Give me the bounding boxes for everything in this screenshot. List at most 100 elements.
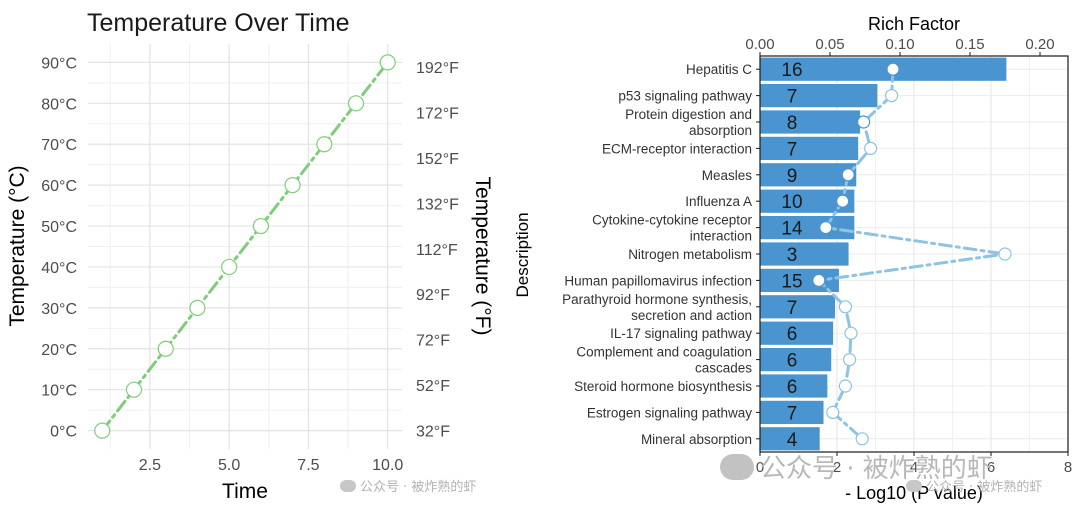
category-label: IL-17 signaling pathway bbox=[610, 326, 752, 341]
y2-tick-label: 132°F bbox=[416, 196, 459, 213]
y2-tick-label: 72°F bbox=[416, 333, 450, 350]
bar-count-label: 14 bbox=[781, 219, 803, 240]
bar bbox=[760, 242, 849, 266]
y2-tick-label: 192°F bbox=[416, 60, 459, 77]
rich-factor-point bbox=[844, 326, 858, 340]
category-label: Influenza A bbox=[685, 194, 752, 209]
x2-tick-label: 0.20 bbox=[1025, 36, 1054, 53]
rich-factor-point bbox=[812, 273, 826, 287]
x-tick-label: 2.5 bbox=[139, 457, 161, 474]
enrichment-chart: 16 7 8 7 9 10 14 3 15 7 6 6 6 7 4 0 2 4 6 8 0.00 0.05 0.10 0.15… bbox=[513, 14, 1072, 503]
bar bbox=[760, 136, 859, 161]
category-label-line: secretion and action bbox=[631, 308, 752, 323]
data-point bbox=[125, 381, 143, 398]
category-label: Estrogen signaling pathway bbox=[587, 405, 752, 420]
category-label: ECM-receptor interaction bbox=[602, 141, 752, 156]
y2-tick-label: 32°F bbox=[416, 424, 450, 441]
category-label-line: Protein digestion and bbox=[625, 107, 752, 122]
y2-tick-label: 92°F bbox=[416, 287, 450, 304]
bar-count-label: 4 bbox=[787, 430, 798, 451]
category-label: Protein digestion and absorption bbox=[625, 107, 752, 138]
y-tick-label: 40°C bbox=[41, 260, 77, 277]
bar bbox=[760, 189, 855, 213]
category-label: Parathyroid hormone synthesis, secretion … bbox=[562, 292, 752, 323]
y-tick-label: 80°C bbox=[41, 96, 77, 113]
y-tick-label: 30°C bbox=[41, 301, 77, 318]
category-label: p53 signaling pathway bbox=[618, 89, 752, 104]
y-axis-label: Description bbox=[513, 212, 532, 297]
x2-tick-label: 0.10 bbox=[885, 36, 914, 53]
rich-factor-point bbox=[819, 221, 833, 235]
rich-factor-point bbox=[835, 194, 850, 208]
x2-tick-label: 0.05 bbox=[815, 36, 844, 53]
bar bbox=[760, 374, 828, 398]
bar-count-label: 7 bbox=[787, 139, 798, 160]
data-point bbox=[284, 177, 301, 194]
watermark-right-large: 公众号 · 被炸熟的虾 bbox=[720, 448, 993, 485]
bar-count-label: 8 bbox=[787, 113, 798, 134]
data-point bbox=[379, 54, 396, 71]
watermark-left-text: 公众号 · 被炸熟的虾 bbox=[360, 480, 477, 495]
rich-factor-point bbox=[863, 141, 878, 155]
bar bbox=[760, 295, 836, 319]
data-point bbox=[189, 299, 206, 316]
bar bbox=[760, 215, 855, 240]
bar bbox=[760, 321, 834, 345]
bar bbox=[760, 163, 857, 187]
bar-count-label: 16 bbox=[781, 60, 802, 81]
x-tick-label: 8 bbox=[1064, 459, 1072, 476]
category-label-line: cascades bbox=[695, 361, 752, 376]
bar-count-label: 7 bbox=[787, 87, 798, 108]
category-label: Cytokine-cytokine receptor interaction bbox=[592, 213, 752, 244]
bar-count-label: 3 bbox=[787, 245, 798, 266]
data-point bbox=[157, 340, 174, 357]
watermark-right-large-text: 公众号 · 被炸熟的虾 bbox=[760, 454, 993, 484]
chart-title: Temperature Over Time bbox=[87, 9, 350, 37]
bar bbox=[760, 347, 832, 372]
rich-factor-point bbox=[856, 115, 871, 129]
bar-count-label: 7 bbox=[787, 403, 798, 424]
x-tick-label: 5.0 bbox=[218, 457, 240, 474]
y2-tick-label: 152°F bbox=[416, 151, 459, 168]
category-label-line: interaction bbox=[690, 229, 752, 244]
category-label: Mineral absorption bbox=[641, 432, 752, 447]
category-label: Measles bbox=[702, 168, 753, 183]
rich-factor-point bbox=[884, 88, 899, 103]
category-label: Complement and coagulation cascades bbox=[576, 345, 752, 376]
x-axis-label: Time bbox=[222, 480, 268, 503]
y-tick-label: 20°C bbox=[41, 342, 77, 359]
y-tick-label: 90°C bbox=[41, 55, 77, 72]
bar-count-label: 6 bbox=[787, 377, 798, 398]
category-label-line: Cytokine-cytokine receptor bbox=[592, 213, 752, 228]
wechat-icon bbox=[906, 480, 922, 492]
y2-tick-label: 52°F bbox=[416, 378, 450, 395]
bar-count-label: 7 bbox=[787, 298, 798, 319]
bar bbox=[760, 427, 820, 451]
bar-count-label: 6 bbox=[787, 324, 798, 345]
x2-axis-label: Rich Factor bbox=[868, 14, 960, 34]
bar-count-label: 15 bbox=[781, 271, 802, 292]
watermark-left: 公众号 · 被炸熟的虾 bbox=[340, 476, 476, 495]
watermark-right-small-text: 公众号 · 被炸熟的虾 bbox=[926, 480, 1043, 495]
y2-tick-label: 172°F bbox=[416, 105, 459, 122]
x-tick-label: 0 bbox=[756, 459, 764, 476]
temperature-chart: 0°C 10°C 20°C 30°C 40°C 50°C 60°C 70°C 80°C 90°C 3… bbox=[6, 9, 494, 503]
rich-factor-point bbox=[838, 379, 853, 393]
rich-factor-point bbox=[841, 168, 855, 182]
series-line bbox=[100, 60, 390, 433]
category-label: Nitrogen metabolism bbox=[628, 247, 752, 262]
x-tick-label: 4 bbox=[910, 459, 918, 476]
y-tick-label: 0°C bbox=[50, 424, 77, 441]
category-label-line: absorption bbox=[689, 123, 752, 138]
watermark-right-small: 公众号 · 被炸熟的虾 bbox=[906, 476, 1042, 495]
y-axis-label: Temperature (°C) bbox=[6, 165, 29, 326]
category-label: Steroid hormone biosynthesis bbox=[574, 379, 752, 394]
y2-tick-label: 112°F bbox=[416, 242, 458, 259]
rich-factor-point bbox=[855, 432, 869, 446]
data-point bbox=[347, 95, 365, 112]
wechat-icon bbox=[340, 480, 356, 492]
y-tick-label: 10°C bbox=[41, 383, 77, 400]
y-tick-label: 60°C bbox=[41, 178, 77, 195]
category-label-line: Complement and coagulation bbox=[576, 345, 752, 360]
